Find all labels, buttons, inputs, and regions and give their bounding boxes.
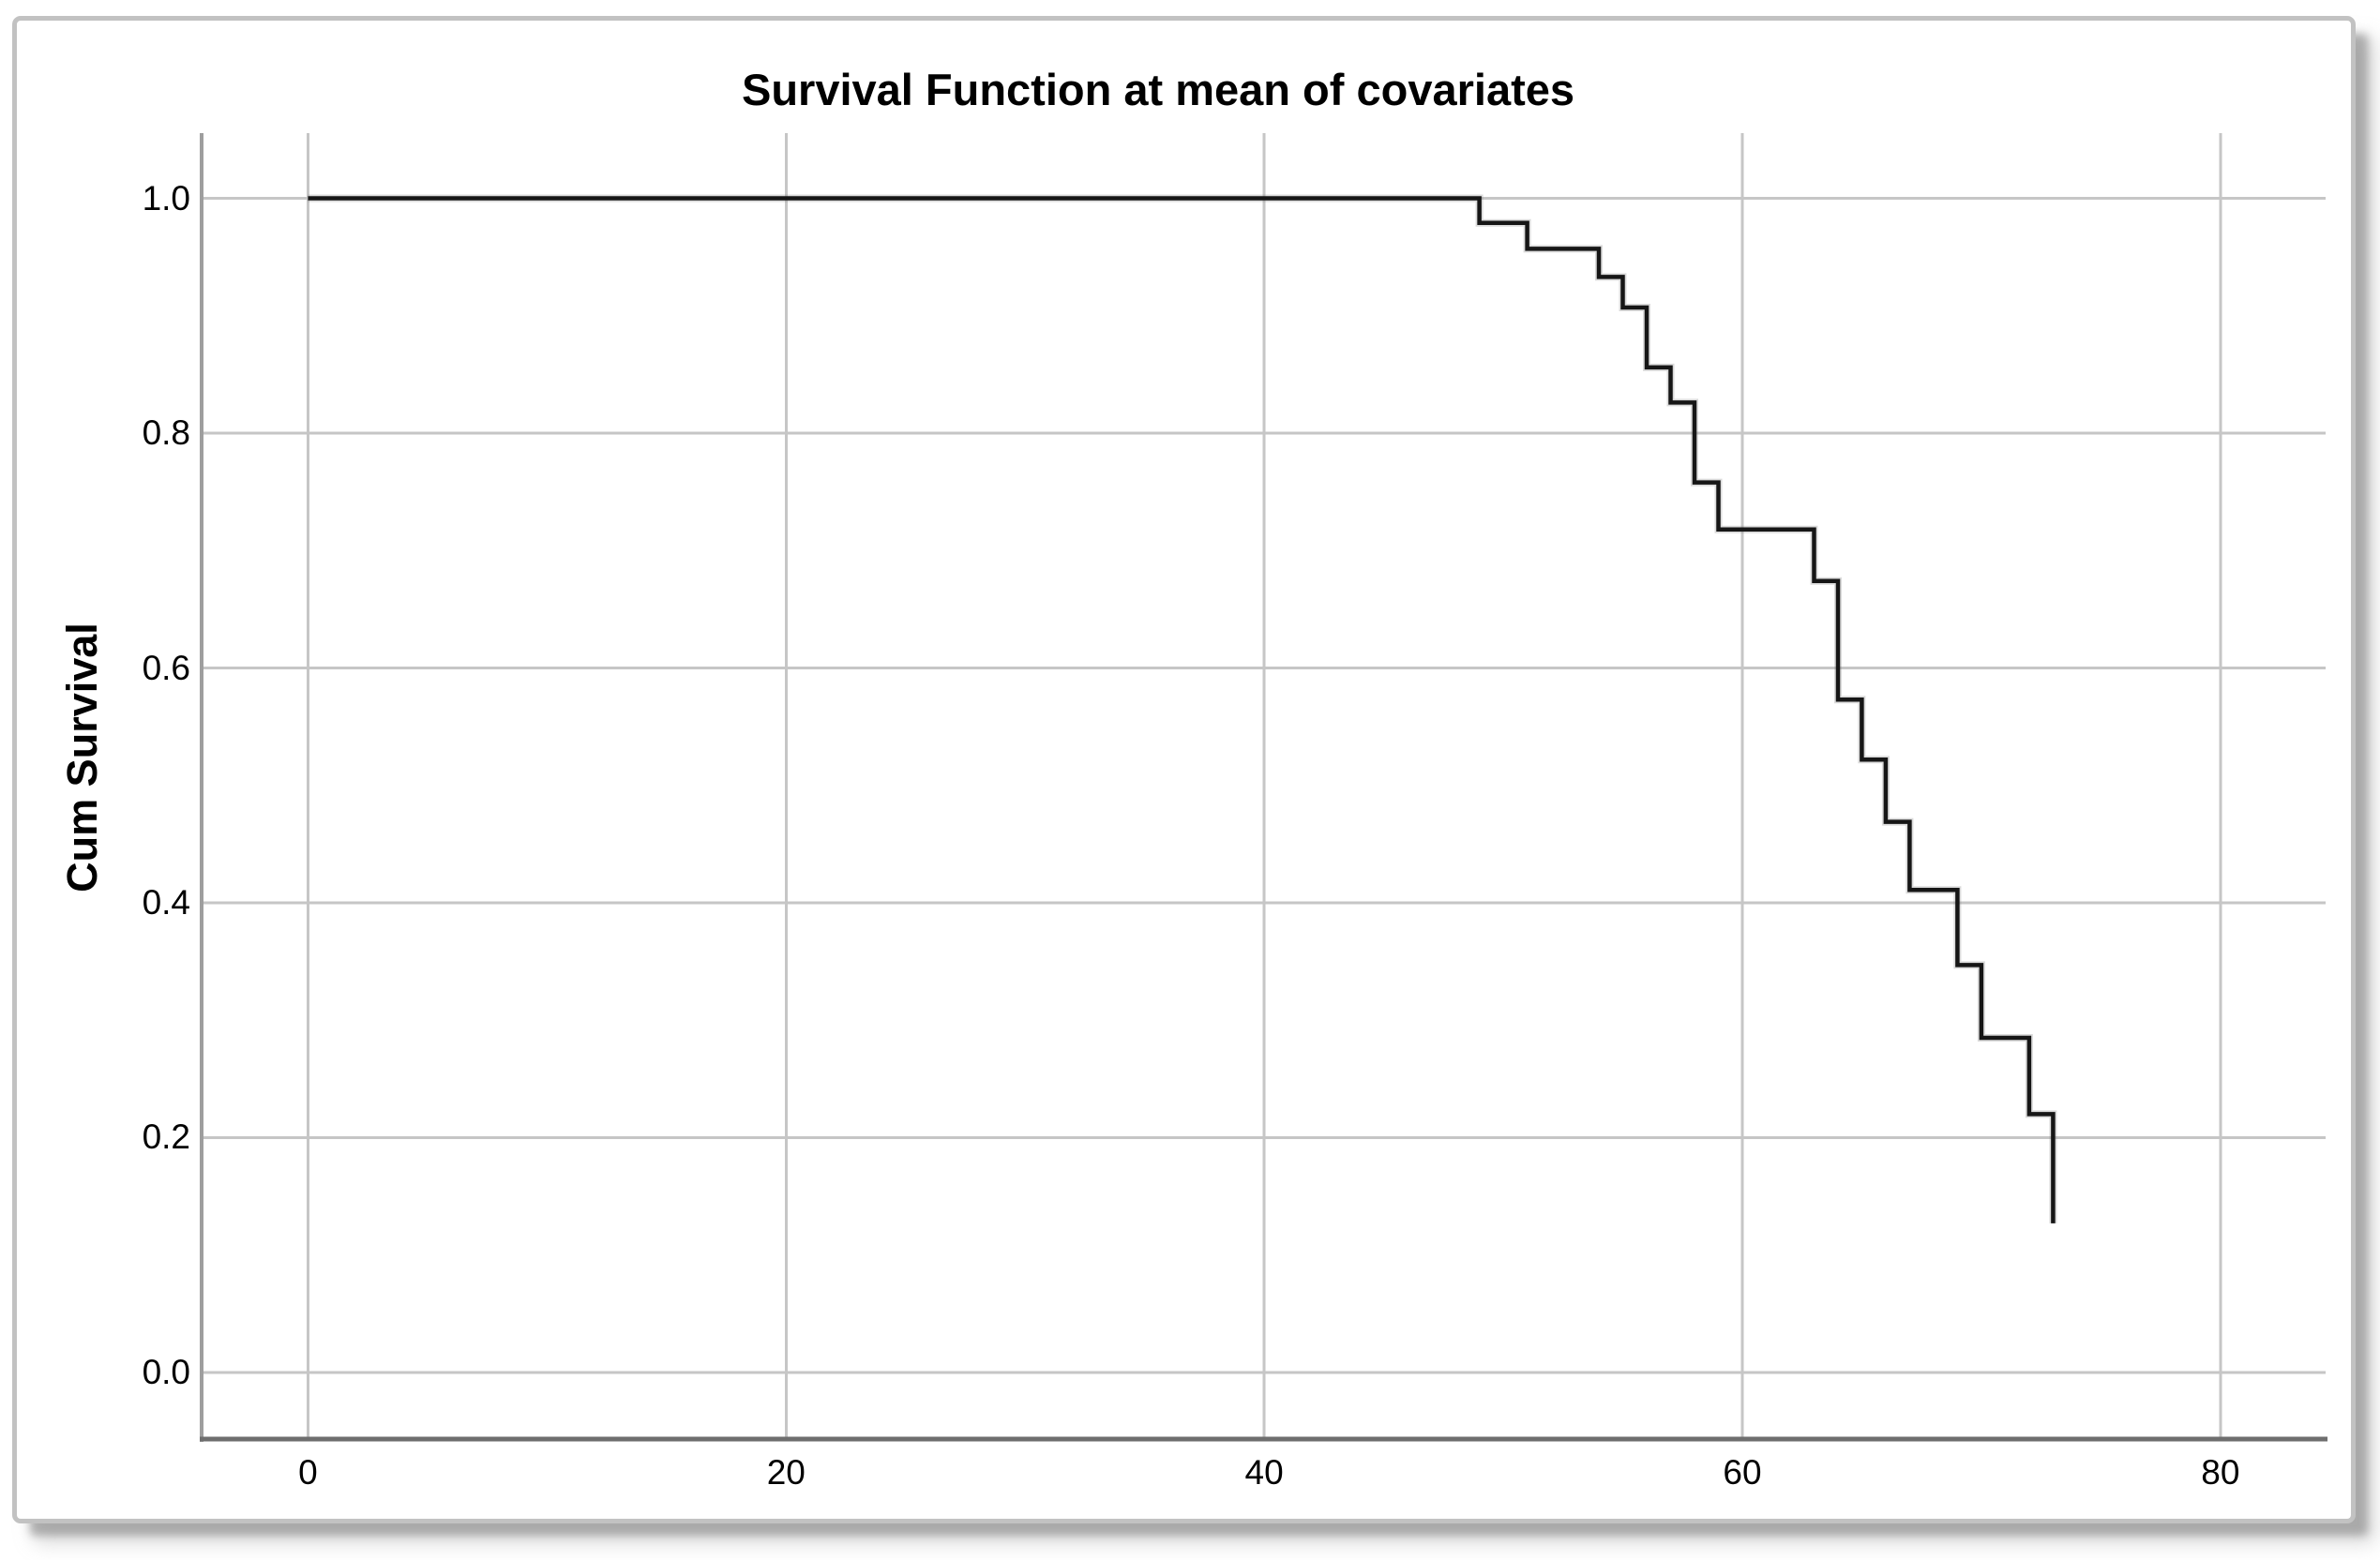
x-tick-label: 0: [298, 1453, 318, 1492]
survival-curve-group: [308, 194, 2057, 1223]
y-tick-label: 0.2: [142, 1118, 190, 1157]
axis-spines: [200, 133, 2327, 1442]
y-tick-label: 1.0: [142, 178, 190, 218]
chart-card: [12, 16, 2356, 1523]
y-tick-label: 0.6: [142, 648, 190, 687]
survival-curve-halo: [308, 194, 2057, 1223]
vertical-gridlines: [306, 133, 2222, 1439]
x-tick-label: 60: [1723, 1453, 1762, 1492]
y-tick-label: 0.4: [142, 882, 190, 922]
x-tick-label: 20: [766, 1453, 806, 1492]
chart-title: Survival Function at mean of covariates: [741, 65, 1575, 114]
y-tick-label: 0.8: [142, 413, 190, 452]
survival-curve: [308, 196, 2056, 1223]
x-tick-label: 80: [2201, 1453, 2240, 1492]
y-tick-label: 0.0: [142, 1352, 190, 1391]
y-axis-title: Cum Survival: [58, 622, 106, 892]
x-tick-label: 40: [1244, 1453, 1284, 1492]
